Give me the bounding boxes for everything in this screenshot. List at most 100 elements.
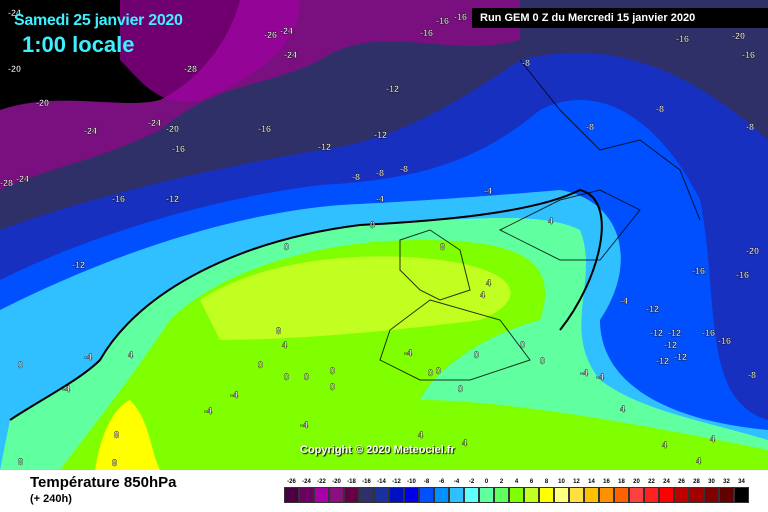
- contour-label: -4: [580, 368, 588, 378]
- contour-label: -26: [264, 30, 277, 40]
- legend-tick-label: -26: [287, 479, 296, 485]
- legend-tick-label: 10: [558, 479, 565, 485]
- legend-color-box: [404, 487, 419, 503]
- legend-tick-label: -2: [468, 479, 475, 485]
- contour-label: 0: [284, 242, 289, 252]
- legend-color-box: [704, 487, 719, 503]
- legend-color-box: [629, 487, 644, 503]
- contour-label: -12: [386, 84, 399, 94]
- legend-tick-label: 34: [738, 479, 745, 485]
- temperature-map: -24-20-20-24-28-26 -24-24-16 -16-16-16 -20-…: [0, 0, 768, 470]
- legend-color-box: [284, 487, 299, 503]
- legend-entry: -20: [329, 478, 344, 503]
- contour-label: 4: [462, 438, 467, 448]
- legend-entry: 22: [644, 478, 659, 503]
- legend-tick-label: 20: [633, 479, 640, 485]
- contour-label: -16: [436, 16, 449, 26]
- legend-entry: 0: [479, 478, 494, 503]
- contour-label: -4: [404, 348, 412, 358]
- contour-label: -28: [0, 178, 13, 188]
- contour-label: 4: [696, 456, 701, 466]
- legend-tick-label: -18: [347, 479, 356, 485]
- legend-color-box: [734, 487, 749, 503]
- legend-color-box: [569, 487, 584, 503]
- contour-label: 4: [282, 340, 287, 350]
- legend-tick-label: 28: [693, 479, 700, 485]
- contour-label: -8: [400, 164, 408, 174]
- contour-label: -24: [8, 8, 21, 18]
- contour-label: 0: [520, 340, 525, 350]
- legend-tick-label: -20: [332, 479, 341, 485]
- coastlines: [379, 59, 701, 381]
- contour-label: -8: [748, 370, 756, 380]
- legend-tick-label: -12: [392, 479, 401, 485]
- legend-entry: -10: [404, 478, 419, 503]
- contour-label: -8: [376, 168, 384, 178]
- legend-entry: 14: [584, 478, 599, 503]
- contour-label: 0: [258, 360, 263, 370]
- legend-color-box: [344, 487, 359, 503]
- legend-color-box: [719, 487, 734, 503]
- legend-color-box: [674, 487, 689, 503]
- contour-label: 8: [112, 458, 117, 468]
- legend-tick-label: -4: [453, 479, 460, 485]
- contour-label: -12: [656, 356, 669, 366]
- contour-label: -16: [692, 266, 705, 276]
- legend-color-box: [389, 487, 404, 503]
- contour-label: -4: [204, 406, 212, 416]
- legend-entry: 30: [704, 478, 719, 503]
- legend-color-box: [314, 487, 329, 503]
- forecast-date: Samedi 25 janvier 2020: [14, 12, 183, 29]
- legend-entry: -2: [464, 478, 479, 503]
- contour-label: -4: [84, 352, 92, 362]
- legend-tick-label: -6: [438, 479, 445, 485]
- contour-label: -4: [376, 194, 384, 204]
- legend-color-box: [539, 487, 554, 503]
- contour-label: -12: [318, 142, 331, 152]
- legend-tick-label: -8: [423, 479, 430, 485]
- contour-label: 4: [662, 440, 667, 450]
- legend-color-box: [614, 487, 629, 503]
- contour-label: -4: [484, 186, 492, 196]
- legend-tick-label: 6: [529, 479, 534, 485]
- contour-label: -16: [258, 124, 271, 134]
- legend-entry: 8: [539, 478, 554, 503]
- contour-label: -4: [62, 384, 70, 394]
- legend-entry: -12: [389, 478, 404, 503]
- legend-entry: 18: [614, 478, 629, 503]
- legend-entry: 32: [719, 478, 734, 503]
- legend-color-box: [434, 487, 449, 503]
- zero-isotherm: [9, 188, 603, 421]
- contour-label: 0: [474, 350, 479, 360]
- contour-label: -4: [620, 296, 628, 306]
- contour-labels: -24-20-20-24-28-26 -24-24-16 -16-16-16 -20-…: [0, 8, 759, 468]
- legend-tick-label: -16: [362, 479, 371, 485]
- contour-label: 8: [440, 242, 445, 252]
- contour-label: -12: [646, 304, 659, 314]
- contour-label: 0: [458, 384, 463, 394]
- legend-tick-label: 32: [723, 479, 730, 485]
- copyright: Copyright © 2020 Meteociel.fr: [300, 444, 455, 456]
- legend-color-box: [644, 487, 659, 503]
- contour-label: -4: [230, 390, 238, 400]
- contour-label: 8: [114, 430, 119, 440]
- contour-label: 0: [370, 220, 375, 230]
- contour-label: -8: [352, 172, 360, 182]
- legend-tick-label: -22: [317, 479, 326, 485]
- contour-label: 0: [18, 360, 23, 370]
- legend-entry: -6: [434, 478, 449, 503]
- legend-entry: -18: [344, 478, 359, 503]
- contour-label: -12: [664, 340, 677, 350]
- legend-color-box: [599, 487, 614, 503]
- contour-label: -20: [36, 98, 49, 108]
- contour-label: 4: [128, 350, 133, 360]
- legend-color-box: [374, 487, 389, 503]
- contour-label: 4: [480, 290, 485, 300]
- contour-label: -20: [166, 124, 179, 134]
- contour-label: 0: [330, 366, 335, 376]
- legend-tick-label: 26: [678, 479, 685, 485]
- legend-tick-label: -10: [407, 479, 416, 485]
- legend-entry: 2: [494, 478, 509, 503]
- contour-label: -24: [16, 174, 29, 184]
- contour-label: -20: [732, 31, 745, 41]
